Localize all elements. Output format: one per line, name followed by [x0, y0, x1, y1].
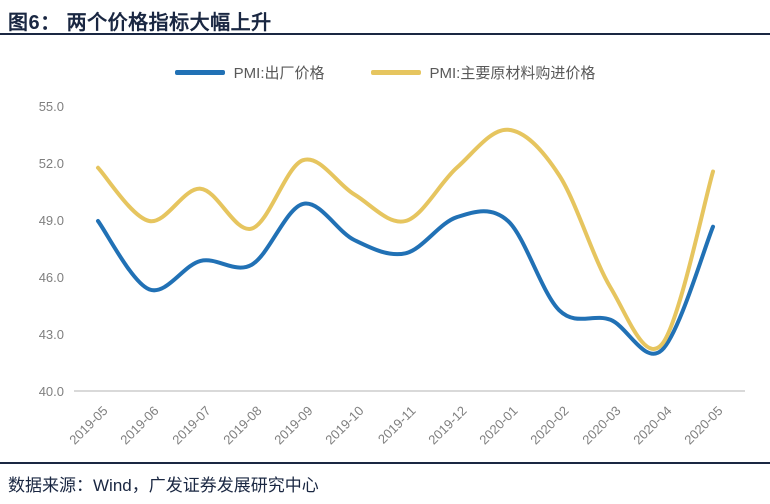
legend-label: PMI:出厂价格 [233, 65, 325, 82]
legend-line-swatch-yellow [370, 70, 421, 75]
legend-item-ex-factory-price: PMI:出厂价格 [174, 62, 325, 83]
legend-label: PMI:主要原材料购进价格 [429, 65, 596, 82]
y-axis-tick-label: 49.0 [38, 213, 64, 228]
y-axis-tick-label: 43.0 [38, 327, 64, 342]
figure-title: 图6： 两个价格指标大幅上升 [8, 12, 272, 34]
series-line-pmi-ex-factory-price [96, 201, 715, 356]
footer-divider [0, 462, 770, 464]
y-axis-tick-label: 52.0 [38, 156, 64, 171]
chart-legend: PMI:出厂价格 PMI:主要原材料购进价格 [0, 62, 770, 83]
y-axis-tick-label: 46.0 [38, 270, 64, 285]
y-axis-tick-label: 55.0 [38, 99, 64, 114]
y-axis-tick-label: 40.0 [38, 384, 64, 399]
data-source-note: 数据来源：Wind，广发证券发展研究中心 [8, 476, 319, 495]
legend-item-raw-material-purchase-price: PMI:主要原材料购进价格 [370, 62, 596, 83]
series-line-pmi-raw-material-purchase-price [96, 127, 715, 351]
title-divider [0, 33, 770, 35]
legend-line-swatch-blue [174, 70, 225, 75]
